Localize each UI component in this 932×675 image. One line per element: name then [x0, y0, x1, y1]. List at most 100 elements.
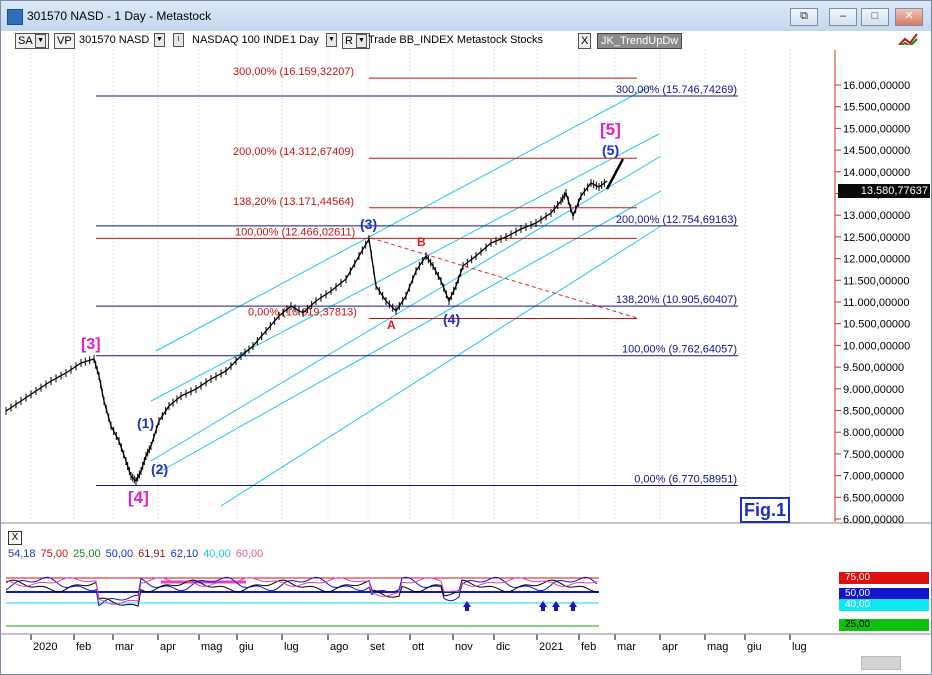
indicator-value: 75,00 — [40, 548, 69, 560]
expert-close-button[interactable]: X — [578, 33, 592, 49]
date-tick-label: feb — [76, 641, 91, 653]
indicator-close-button[interactable]: X — [8, 531, 22, 545]
wave-label-1: (1) — [137, 415, 155, 431]
chart-canvas[interactable]: 300,00% (16.159,32207) 200,00% (14.312,67… — [1, 50, 931, 670]
channel-line — [155, 85, 652, 352]
date-tick-label: giu — [747, 641, 762, 653]
fib-red-label: 138,20% (13.171,44564) — [233, 196, 354, 208]
fibonacci-levels: 300,00% (16.159,32207) 200,00% (14.312,67… — [96, 66, 738, 487]
price-tick-label: 7.500,00000 — [843, 449, 904, 461]
price-tick-label: 7.000,00000 — [843, 471, 904, 483]
window-title: 301570 NASD - 1 Day - Metastock — [27, 9, 212, 23]
wave-label-b: B — [417, 235, 426, 249]
chevron-down-icon: ▼ — [356, 34, 368, 48]
wave-label-a: A — [387, 318, 396, 332]
price-tick-label: 8.000,00000 — [843, 427, 904, 439]
price-tick-label: 14.500,00000 — [843, 145, 910, 157]
figure-label: Fig.1 — [740, 497, 791, 523]
price-tick-label: 14.000,00000 — [843, 167, 910, 179]
wave-label-2: (2) — [151, 461, 169, 477]
wave-label-major-4: [4] — [128, 488, 149, 507]
indicator-value: 25,00 — [73, 548, 101, 560]
chevron-down-icon: ▼ — [326, 33, 337, 47]
indicator-value: 62,10 — [170, 548, 199, 560]
price-tick-label: 6.000,00000 — [843, 514, 904, 526]
indicator-pane — [5, 576, 599, 627]
wave-label-3: (3) — [360, 216, 378, 232]
price-grid — [1, 50, 931, 524]
date-tick-label: mar — [617, 641, 636, 653]
price-tick-label: 15.000,00000 — [843, 123, 910, 135]
wave-label-major-3: [3] — [81, 336, 101, 353]
insert-indicator-button[interactable]: I — [173, 33, 184, 47]
date-tick-label: giu — [239, 641, 254, 653]
price-tick-label: 13.000,00000 — [843, 210, 910, 222]
price-series — [5, 158, 625, 485]
price-line — [5, 180, 608, 483]
date-tick-label: set — [370, 641, 385, 653]
buy-arrow-icon — [539, 601, 547, 611]
template-label: Trade BB_INDEX Metastock Stocks — [368, 34, 544, 46]
chart-icon — [7, 9, 23, 25]
vp-button[interactable]: VP — [54, 33, 75, 49]
price-tick-label: 10.500,00000 — [843, 319, 910, 331]
indicator-scale-label: 50,00 — [839, 588, 929, 600]
r-label: R — [345, 35, 353, 47]
indicator-scale-label: 25,00 — [839, 619, 929, 631]
restore-button[interactable]: ⧉ — [790, 8, 818, 26]
expert-label[interactable]: JK_TrendUpDw — [597, 33, 683, 49]
date-tick-label: lug — [792, 641, 807, 653]
price-tick-label: 8.500,00000 — [843, 406, 904, 418]
fib-blue-label: 300,00% (15.746,74269) — [616, 84, 737, 96]
indicator-value: 50,00 — [105, 548, 134, 560]
date-tick-label: feb — [581, 641, 596, 653]
fib-red-label: 300,00% (16.159,32207) — [233, 66, 354, 78]
price-tick-label: 12.500,00000 — [843, 232, 910, 244]
security-name: NASDAQ 100 INDE — [192, 34, 290, 46]
fib-red-label: 200,00% (14.312,67409) — [233, 146, 354, 158]
buy-arrow-icon — [569, 601, 577, 611]
indicator-value: 60,00 — [235, 548, 264, 560]
price-tick-label: 9.500,00000 — [843, 362, 904, 374]
periodicity-dropdown[interactable]: ▼ — [326, 33, 337, 47]
chevron-down-icon[interactable]: ▼ — [35, 34, 47, 48]
price-tick-label: 15.500,00000 — [843, 102, 910, 114]
channel-line — [150, 133, 660, 402]
chart-toolbar: SA ▼ VP 301570 NASD ▼ I NASDAQ 100 INDE … — [1, 31, 931, 50]
price-tick-label: 12.000,00000 — [843, 254, 910, 266]
chevron-down-icon: ▼ — [154, 33, 165, 47]
date-tick-label: ott — [412, 641, 424, 653]
date-tick-label: apr — [662, 641, 678, 653]
maximize-button[interactable]: □ — [861, 8, 889, 26]
periodicity-label[interactable]: 1 Day — [290, 34, 319, 46]
expert-advisor-icon[interactable] — [897, 31, 919, 45]
title-bar[interactable]: 301570 NASD - 1 Day - Metastock ⧉ – □ ✕ — [1, 1, 931, 32]
date-tick-label: apr — [160, 641, 176, 653]
price-tick-label: 6.500,00000 — [843, 492, 904, 504]
buy-arrow-icon — [463, 601, 471, 611]
horizontal-scrollbar[interactable] — [861, 656, 901, 670]
buy-arrow-icon — [552, 601, 560, 611]
date-tick-label: mag — [201, 641, 222, 653]
fib-blue-label: 138,20% (10.905,60407) — [616, 294, 737, 306]
indicator-value: 54,18 — [8, 548, 36, 560]
indicator-value: 40,00 — [203, 548, 231, 560]
indicator-scale-label: 75,00 — [839, 572, 929, 584]
symbol-dropdown[interactable]: ▼ — [154, 33, 165, 47]
indicator-scale-label: 40,00 — [839, 599, 929, 611]
price-tick-label: 9.000,00000 — [843, 384, 904, 396]
date-tick-label: lug — [284, 641, 299, 653]
wave-label-4: (4) — [443, 311, 461, 327]
sa-button[interactable]: SA ▼ — [15, 33, 50, 49]
price-tick-label: 11.500,00000 — [843, 275, 909, 287]
cursor-icon: I — [173, 33, 184, 47]
fib-blue-label: 200,00% (12.754,69163) — [616, 214, 737, 226]
date-tick-label: nov — [455, 641, 473, 653]
minimize-button[interactable]: – — [829, 8, 857, 26]
price-tick-label: 11.000,00000 — [843, 297, 909, 309]
projection-line — [605, 158, 625, 190]
r-button[interactable]: R ▼ — [342, 33, 371, 49]
abc-dashed-line — [370, 237, 638, 319]
close-button[interactable]: ✕ — [895, 8, 923, 26]
